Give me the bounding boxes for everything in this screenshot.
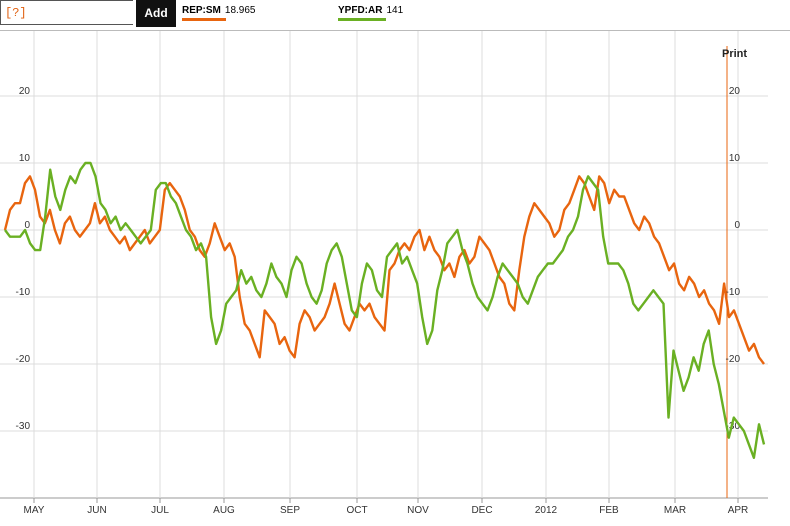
- y-tick-label-left: -30: [16, 421, 31, 432]
- x-tick-label: OCT: [346, 505, 367, 516]
- y-tick-label-right: -20: [726, 354, 741, 365]
- legend-swatch-ypfd: [338, 18, 386, 21]
- x-tick-label: DEC: [471, 505, 492, 516]
- grid: [0, 31, 768, 503]
- y-tick-label-left: -20: [16, 354, 31, 365]
- legend-item-ypfd[interactable]: YPFD:AR 141: [338, 5, 403, 16]
- add-button[interactable]: Add: [136, 0, 176, 27]
- y-tick-label-left: 10: [19, 153, 31, 164]
- toolbar-divider: [0, 30, 790, 31]
- legend-value: 18.965: [224, 5, 256, 16]
- print-button[interactable]: Print: [722, 48, 748, 60]
- x-tick-label: JUL: [151, 505, 169, 516]
- y-axis-labels: 20 20 10 10 0 0 -10 -10 -20 -20 -30 -30: [16, 86, 741, 432]
- y-tick-label-right: -10: [726, 287, 741, 298]
- x-tick-label: APR: [728, 505, 749, 516]
- x-tick-label: AUG: [213, 505, 235, 516]
- series-lines: [3, 161, 766, 459]
- legend-value: 141: [386, 5, 404, 16]
- series-line-repsm: [3, 175, 765, 365]
- y-tick-label-right: -30: [726, 421, 741, 432]
- y-tick-label-right: 10: [729, 153, 741, 164]
- y-tick-label-left: 20: [19, 86, 31, 97]
- symbol-input[interactable]: [?]: [0, 0, 133, 25]
- x-tick-label: MAY: [24, 505, 45, 516]
- toolbar: [?] Add REP:SM 18.965 YPFD:AR 141: [0, 0, 790, 30]
- legend-item-rep[interactable]: REP:SM 18.965: [182, 5, 256, 16]
- x-axis-labels: MAY JUN JUL AUG SEP OCT NOV DEC 2012 FEB MAR APR: [24, 505, 749, 516]
- legend-symbol: YPFD:AR: [338, 5, 383, 16]
- legend-swatch-rep: [182, 18, 226, 21]
- y-tick-label-right: 0: [734, 220, 740, 231]
- series-line-ypfdar: [4, 161, 766, 459]
- x-tick-label: 2012: [535, 505, 558, 516]
- legend-symbol: REP:SM: [182, 5, 221, 16]
- y-tick-label-left: 0: [24, 220, 30, 231]
- x-tick-label: MAR: [664, 505, 686, 516]
- x-tick-label: JUN: [87, 505, 106, 516]
- x-tick-label: NOV: [407, 505, 429, 516]
- y-tick-label-left: -10: [16, 287, 31, 298]
- y-tick-label-right: 20: [729, 86, 741, 97]
- x-tick-label: FEB: [599, 505, 619, 516]
- x-tick-label: SEP: [280, 505, 300, 516]
